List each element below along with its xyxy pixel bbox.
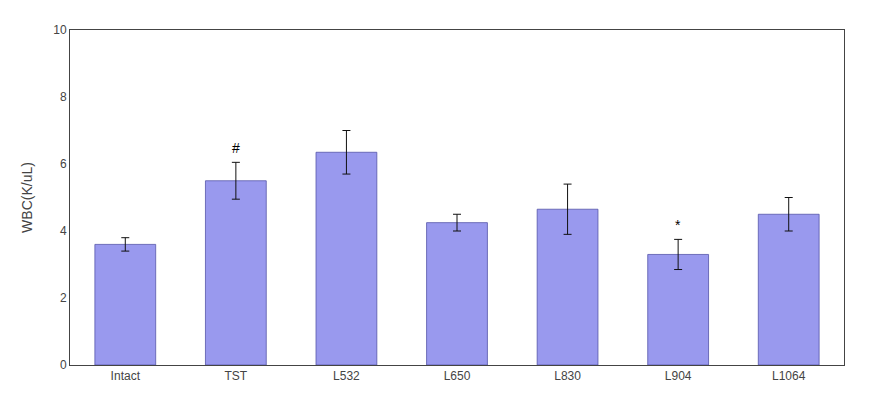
svg-text:0: 0 bbox=[60, 358, 67, 372]
svg-text:10: 10 bbox=[53, 23, 67, 37]
svg-text:6: 6 bbox=[60, 157, 67, 171]
svg-text:L532: L532 bbox=[333, 369, 360, 383]
svg-text:TST: TST bbox=[225, 369, 248, 383]
svg-text:L1064: L1064 bbox=[772, 369, 806, 383]
svg-text:8: 8 bbox=[60, 90, 67, 104]
svg-text:L830: L830 bbox=[554, 369, 581, 383]
svg-text:#: # bbox=[232, 140, 240, 156]
svg-text:*: * bbox=[675, 217, 681, 233]
svg-text:L650: L650 bbox=[444, 369, 471, 383]
svg-text:4: 4 bbox=[60, 224, 67, 238]
svg-text:WBC(K/uL): WBC(K/uL) bbox=[19, 162, 35, 233]
svg-text:L904: L904 bbox=[665, 369, 692, 383]
svg-text:Intact: Intact bbox=[111, 369, 141, 383]
svg-text:2: 2 bbox=[60, 291, 67, 305]
